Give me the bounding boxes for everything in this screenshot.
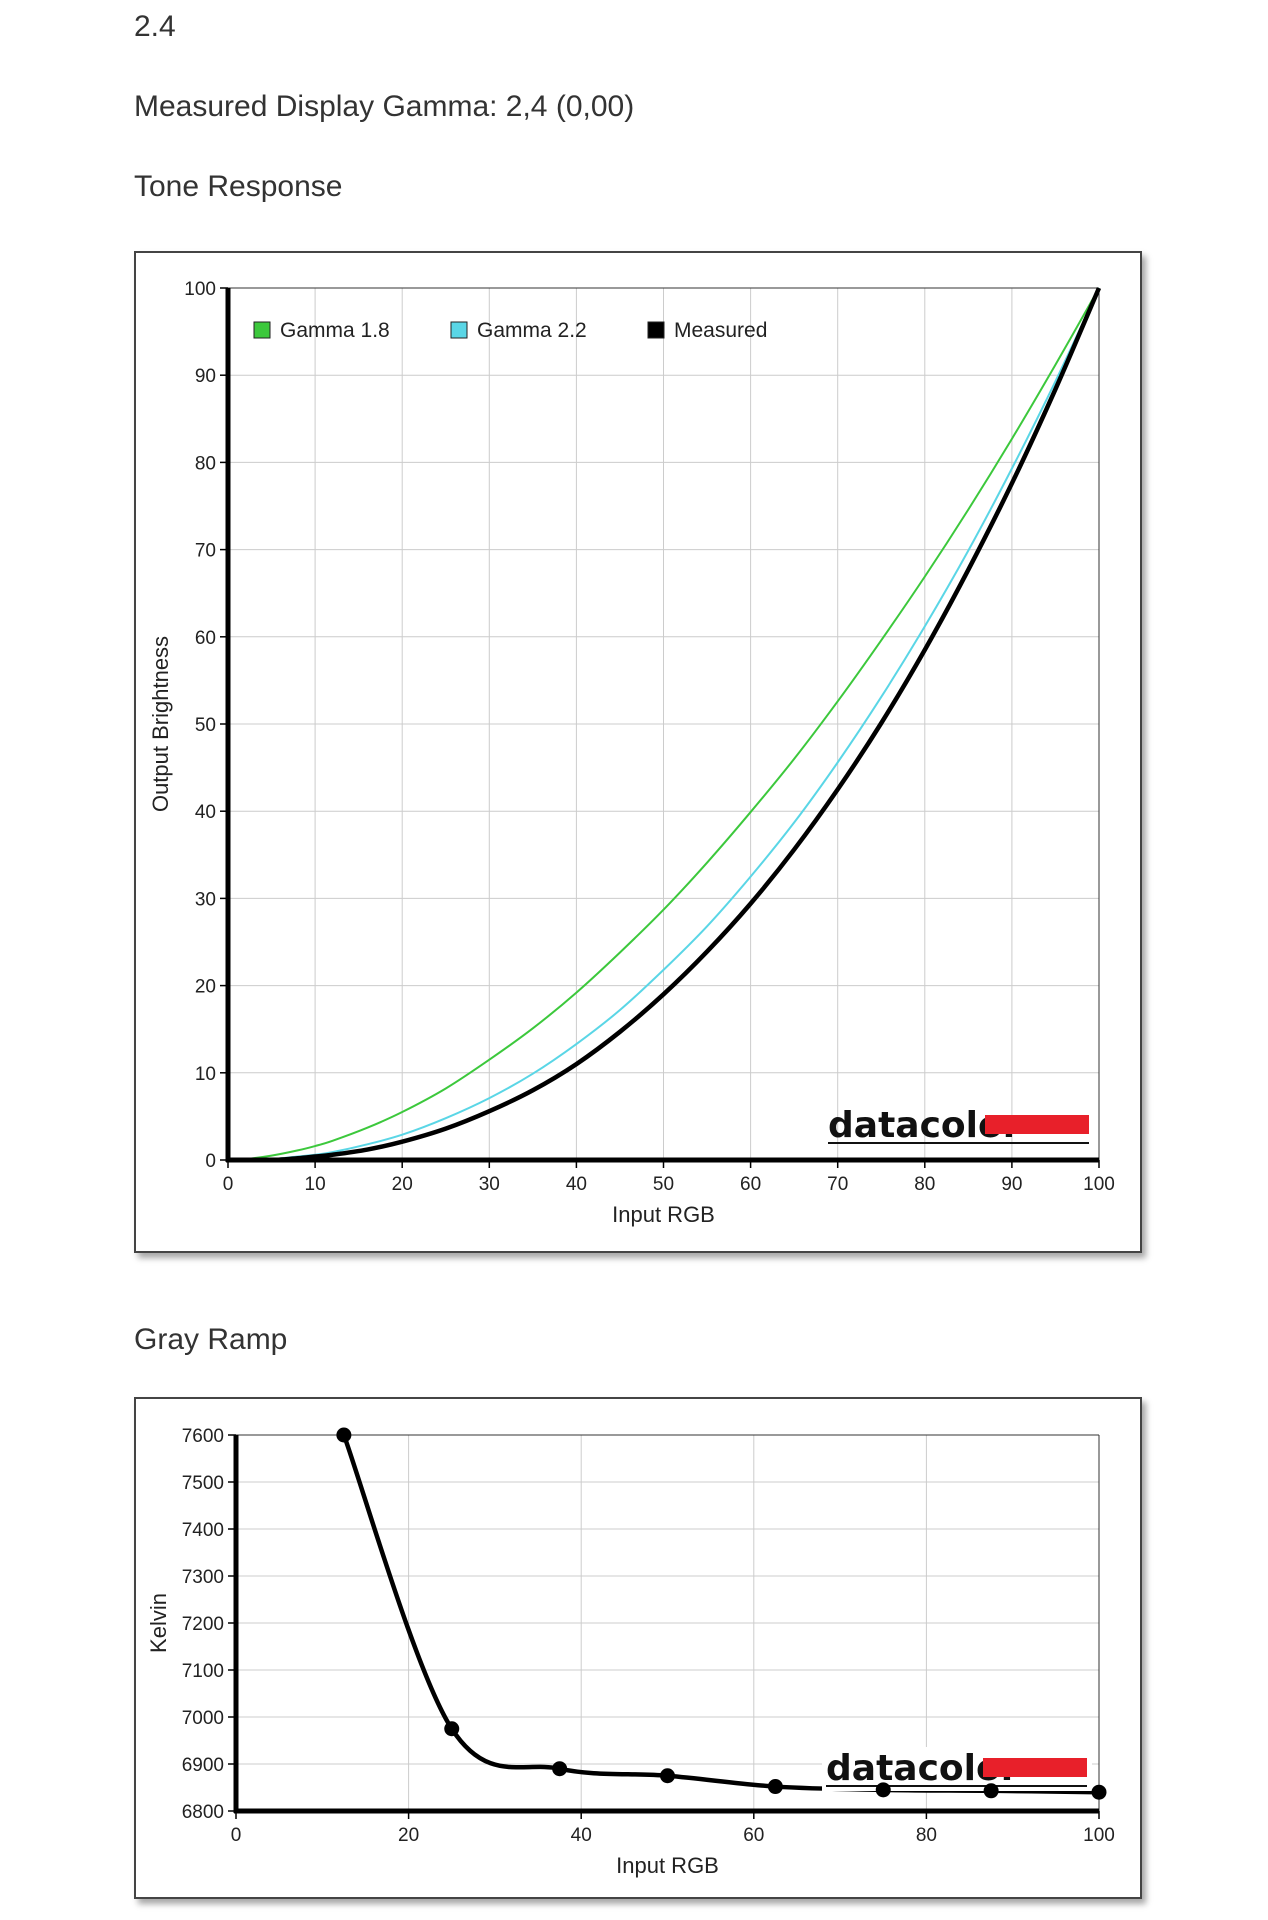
legend-swatch	[647, 321, 665, 339]
tone-response-chart: 0 10 20 30 40 50 60 70 80 90 100 0 10 20 30 40 50 60 70 80 9…	[134, 251, 1142, 1253]
tone-series-lines	[227, 287, 1102, 1163]
kelvin-data-point	[336, 1427, 352, 1443]
y-tick-label: 6800	[182, 1802, 224, 1823]
gray-data-points	[336, 1427, 1107, 1800]
tone-grid	[227, 287, 1100, 1161]
y-tick-label: 30	[195, 889, 216, 910]
y-tick-label: 90	[195, 366, 216, 387]
gray-x-axis-label: Input RGB	[616, 1853, 719, 1878]
kelvin-data-point	[983, 1783, 999, 1799]
y-tick-label: 7600	[182, 1426, 224, 1447]
y-tick-label: 7200	[182, 1614, 224, 1635]
gray-y-axis-label: Kelvin	[146, 1593, 171, 1653]
legend-swatch	[253, 321, 271, 339]
legend-label: Gamma 2.2	[477, 319, 587, 342]
legend-swatch	[450, 321, 468, 339]
x-tick-label: 30	[479, 1174, 500, 1195]
x-tick-label: 20	[392, 1174, 413, 1195]
x-tick-label: 20	[398, 1825, 419, 1846]
datacolor-logo-bar	[983, 1758, 1087, 1777]
kelvin-data-point	[875, 1782, 891, 1798]
x-tick-label: 90	[1001, 1174, 1022, 1195]
x-tick-label: 100	[1083, 1174, 1115, 1195]
kelvin-data-point	[1091, 1784, 1107, 1800]
datacolor-logo-underline	[826, 1785, 1087, 1787]
y-tick-label: 7300	[182, 1567, 224, 1588]
gray-ramp-heading: Gray Ramp	[134, 1323, 288, 1356]
y-tick-label: 7500	[182, 1473, 224, 1494]
tone-response-svg: 0 10 20 30 40 50 60 70 80 90 100 0 10 20 30 40 50 60 70 80 9…	[148, 279, 1115, 1227]
gray-ramp-svg: datacolor 0 20 40 60 80 100 6800 6900 7000 7100 72…	[146, 1426, 1115, 1878]
x-tick-label: 70	[827, 1174, 848, 1195]
datacolor-logo-bar	[985, 1115, 1089, 1134]
x-tick-label: 50	[653, 1174, 674, 1195]
tone-tick-labels: 0 10 20 30 40 50 60 70 80 90 100 0 10 20 30 40 50 60 70 80 9…	[184, 279, 1115, 1195]
x-tick-label: 80	[914, 1174, 935, 1195]
x-tick-label: 100	[1083, 1825, 1115, 1846]
tone-legend: Gamma 1.8 Gamma 2.2 Measured	[253, 319, 767, 342]
legend-label: Gamma 1.8	[280, 319, 390, 342]
y-tick-label: 7100	[182, 1661, 224, 1682]
x-tick-label: 60	[743, 1825, 764, 1846]
x-tick-label: 40	[571, 1825, 592, 1846]
y-tick-label: 7000	[182, 1708, 224, 1729]
kelvin-data-point	[660, 1768, 675, 1784]
datacolor-logo: datacolor	[828, 1105, 1089, 1146]
y-tick-label: 10	[195, 1064, 216, 1085]
tone-axes	[225, 288, 1099, 1163]
y-tick-label: 50	[195, 715, 216, 736]
tone-y-axis-label: Output Brightness	[148, 636, 173, 812]
x-tick-label: 40	[566, 1174, 587, 1195]
version-line: 2.4	[134, 10, 176, 43]
y-tick-label: 20	[195, 977, 216, 998]
kelvin-data-point	[444, 1721, 460, 1737]
kelvin-data-point	[767, 1779, 783, 1795]
y-tick-label: 6900	[182, 1755, 224, 1776]
kelvin-data-point	[552, 1761, 568, 1777]
tone-x-axis-label: Input RGB	[612, 1202, 715, 1227]
y-tick-label: 7400	[182, 1520, 224, 1541]
gray-ramp-chart: datacolor 0 20 40 60 80 100 6800 6900 7000 7100 72…	[134, 1397, 1142, 1899]
series-line-measured	[227, 287, 1102, 1163]
series-line-gamma-1-8	[227, 287, 1100, 1161]
x-tick-label: 0	[231, 1825, 242, 1846]
y-tick-label: 60	[195, 628, 216, 649]
x-tick-label: 80	[916, 1825, 937, 1846]
tone-response-heading: Tone Response	[134, 170, 343, 203]
legend-label: Measured	[674, 319, 767, 342]
datacolor-logo: datacolor	[822, 1747, 1092, 1791]
datacolor-logo-underline	[828, 1142, 1089, 1144]
gray-series-line	[341, 1434, 1100, 1795]
x-tick-label: 0	[223, 1174, 234, 1195]
y-tick-label: 80	[195, 453, 216, 474]
y-tick-label: 0	[205, 1151, 216, 1172]
y-tick-label: 100	[184, 279, 216, 300]
y-tick-label: 40	[195, 802, 216, 823]
kelvin-series-line	[341, 1434, 1100, 1795]
gray-tick-labels: 0 20 40 60 80 100 6800 6900 7000 7100 7200 7300 7400…	[182, 1426, 1115, 1846]
x-tick-label: 10	[305, 1174, 326, 1195]
measured-gamma-line: Measured Display Gamma: 2,4 (0,00)	[134, 90, 635, 123]
gray-axes	[233, 1435, 1099, 1814]
x-tick-label: 60	[740, 1174, 761, 1195]
y-tick-label: 70	[195, 541, 216, 562]
